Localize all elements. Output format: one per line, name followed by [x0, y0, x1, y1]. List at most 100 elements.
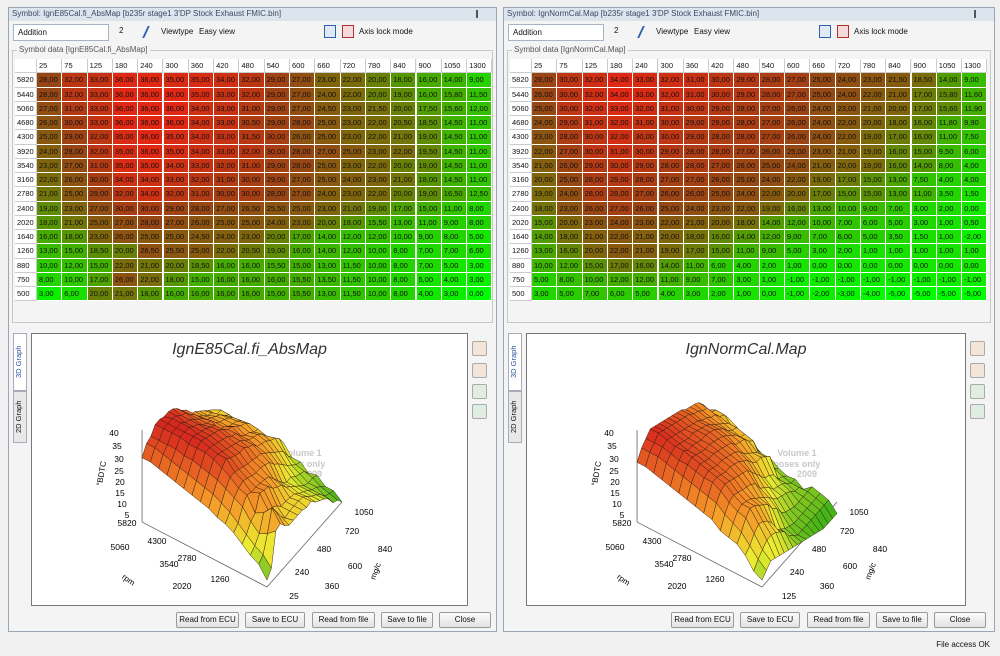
table-cell[interactable]: 27,00 — [607, 201, 634, 216]
table-cell[interactable]: 20,00 — [315, 215, 341, 230]
table-cell[interactable]: 27,00 — [163, 215, 189, 230]
graph-tool[interactable] — [970, 404, 985, 419]
table-cell[interactable]: 23,00 — [340, 187, 366, 202]
table-cell[interactable]: 27,00 — [658, 173, 684, 188]
table-cell[interactable]: 15,00 — [860, 173, 887, 188]
table-cell[interactable]: 9,00 — [962, 73, 988, 88]
table-cell[interactable]: 4,00 — [734, 258, 760, 273]
table-cell[interactable]: 33,00 — [87, 87, 113, 102]
table-cell[interactable]: 18,00 — [163, 272, 189, 287]
table-cell[interactable]: 24,00 — [340, 173, 366, 188]
table-cell[interactable]: 1,50 — [911, 230, 937, 245]
table-cell[interactable]: 29,00 — [163, 201, 189, 216]
table-cell[interactable]: 10,00 — [62, 272, 88, 287]
table-cell[interactable]: 30,00 — [264, 144, 290, 159]
table-cell[interactable]: 21,00 — [860, 101, 887, 116]
table-cell[interactable]: 29,00 — [264, 101, 290, 116]
table-cell[interactable]: 19,00 — [860, 144, 887, 159]
table-cell[interactable]: 7,00 — [416, 244, 442, 259]
table-cell[interactable]: 28,00 — [658, 158, 684, 173]
table-cell[interactable]: 17,00 — [835, 173, 861, 188]
table-cell[interactable]: 23,00 — [37, 158, 63, 173]
table-cell[interactable]: 31,00 — [658, 101, 684, 116]
table-cell[interactable]: 9,00 — [416, 230, 442, 245]
table-cell[interactable]: 26,00 — [658, 187, 684, 202]
table-cell[interactable]: 29,00 — [683, 130, 710, 145]
table-cell[interactable]: 32,00 — [607, 130, 634, 145]
table-cell[interactable]: 30,00 — [607, 158, 634, 173]
table-cell[interactable]: 35,00 — [112, 130, 139, 145]
table-cell[interactable]: 16,00 — [214, 287, 240, 302]
table-cell[interactable]: 23,00 — [315, 201, 341, 216]
table-cell[interactable]: 26,00 — [785, 116, 811, 131]
pin-button[interactable] — [974, 10, 981, 18]
table-cell[interactable]: 23,00 — [365, 144, 392, 159]
table-cell[interactable]: 24,00 — [835, 87, 861, 102]
table-cell[interactable]: 24,00 — [557, 187, 583, 202]
table-cell[interactable]: 20,00 — [582, 244, 608, 259]
table-cell[interactable]: 14,00 — [911, 158, 937, 173]
table-cell[interactable]: -5,00 — [936, 287, 963, 302]
table-cell[interactable]: 18,00 — [557, 230, 583, 245]
table-cell[interactable]: 11,50 — [467, 87, 493, 102]
table-cell[interactable]: 1,00 — [911, 244, 937, 259]
graph-tool[interactable] — [970, 341, 985, 356]
table-cell[interactable]: 21,50 — [886, 73, 912, 88]
table-cell[interactable]: 18,00 — [683, 230, 710, 245]
table-cell[interactable]: 16,00 — [911, 116, 937, 131]
table-cell[interactable]: 32,00 — [62, 73, 88, 88]
table-cell[interactable]: 16,00 — [886, 144, 912, 159]
table-cell[interactable]: 14,00 — [658, 258, 684, 273]
table-cell[interactable]: -2,00 — [810, 287, 836, 302]
graph-tool[interactable] — [970, 363, 985, 378]
table-cell[interactable]: 19,00 — [532, 187, 558, 202]
table-cell[interactable]: 1,00 — [734, 287, 760, 302]
table-cell[interactable]: 6,00 — [835, 230, 861, 245]
table-cell[interactable]: 23,00 — [340, 158, 366, 173]
table-cell[interactable]: 17,50 — [416, 101, 442, 116]
table-cell[interactable]: 29,00 — [87, 187, 113, 202]
table-cell[interactable]: 12,00 — [340, 230, 366, 245]
action-button[interactable]: Close — [934, 612, 986, 628]
table-cell[interactable]: 15,00 — [532, 215, 558, 230]
table-cell[interactable]: 20,00 — [557, 215, 583, 230]
table-cell[interactable]: 16,50 — [441, 187, 468, 202]
table-cell[interactable]: 33,00 — [87, 73, 113, 88]
table-cell[interactable]: 18,50 — [416, 116, 442, 131]
table-cell[interactable]: 24,00 — [315, 187, 341, 202]
table-cell[interactable]: 9,00 — [441, 215, 468, 230]
table-cell[interactable]: 0,00 — [810, 258, 836, 273]
table-cell[interactable]: 36,00 — [138, 116, 164, 131]
table-cell[interactable]: 23,00 — [835, 101, 861, 116]
table-cell[interactable]: 28,00 — [582, 173, 608, 188]
table-cell[interactable]: 35,00 — [188, 87, 215, 102]
table-cell[interactable]: 20,50 — [391, 116, 417, 131]
graph-tab[interactable]: 2D Graph — [508, 391, 522, 443]
table-cell[interactable]: 24,00 — [785, 158, 811, 173]
table-cell[interactable]: 3,00 — [532, 287, 558, 302]
table-cell[interactable]: 28,00 — [138, 215, 164, 230]
table-cell[interactable]: 26,00 — [290, 130, 316, 145]
table-cell[interactable]: 34,00 — [607, 87, 634, 102]
table-cell[interactable]: 12,00 — [759, 230, 785, 245]
table-cell[interactable]: 34,00 — [214, 73, 240, 88]
table-cell[interactable]: 16,00 — [886, 158, 912, 173]
table-cell[interactable]: 1,50 — [962, 187, 988, 202]
table-cell[interactable]: 32,00 — [658, 87, 684, 102]
table-cell[interactable]: 8,00 — [391, 287, 417, 302]
table-cell[interactable]: 9,00 — [683, 272, 710, 287]
table-cell[interactable]: 15,00 — [188, 272, 215, 287]
table-cell[interactable]: 20,00 — [835, 158, 861, 173]
table-cell[interactable]: 4,00 — [441, 272, 468, 287]
table-cell[interactable]: 23,00 — [709, 201, 735, 216]
table-cell[interactable]: 8,00 — [936, 158, 963, 173]
table-cell[interactable]: 26,50 — [239, 201, 265, 216]
table-cell[interactable]: 25,00 — [315, 116, 341, 131]
table-cell[interactable]: 20,00 — [532, 173, 558, 188]
table-cell[interactable]: 29,00 — [709, 116, 735, 131]
table-cell[interactable]: 3,50 — [886, 230, 912, 245]
table-cell[interactable]: 11,90 — [962, 101, 988, 116]
table-cell[interactable]: 28,00 — [633, 173, 659, 188]
table-cell[interactable]: 5,00 — [633, 287, 659, 302]
table-cell[interactable]: 21,00 — [532, 158, 558, 173]
